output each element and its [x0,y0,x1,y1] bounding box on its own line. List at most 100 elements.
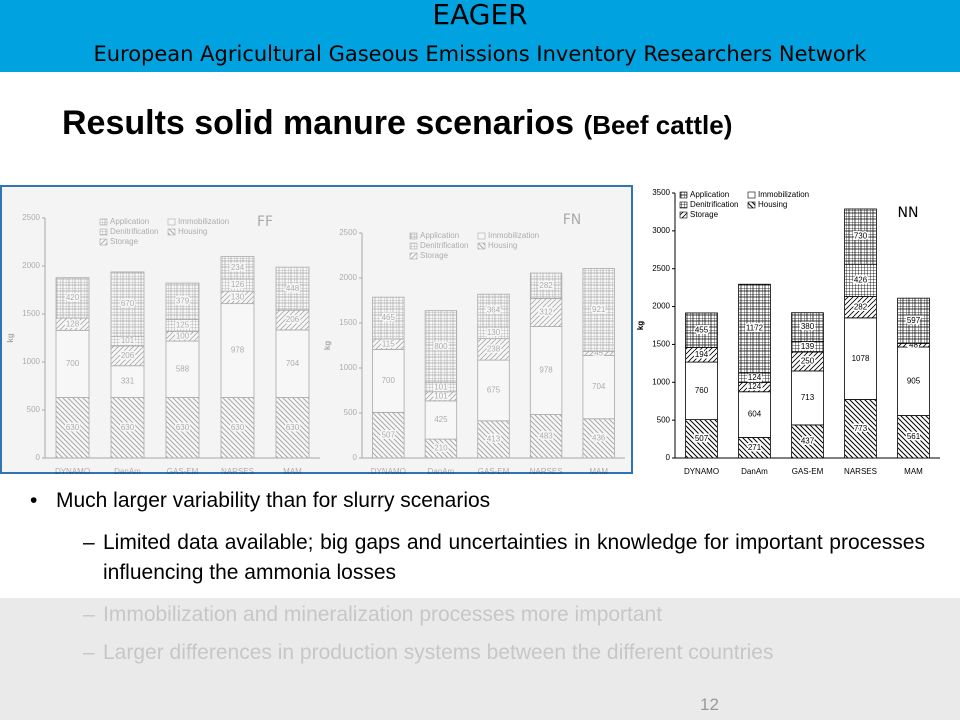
data-label: 483 [539,431,553,440]
bar-segment [582,354,615,420]
data-label: 588 [176,364,190,373]
legend-label: Housing [488,241,517,250]
bar-segment [738,391,771,438]
legend-label: Storage [420,251,449,260]
data-label: 282 [539,281,553,290]
bar-segment [791,312,824,342]
header-subtitle: European Agricultural Gaseous Emissions … [93,42,867,66]
data-label: 124 [748,373,762,382]
bar-segment [529,326,563,415]
data-label: 630 [231,423,245,432]
sub-bullet: Immobilization and mineralization proces… [30,600,925,630]
data-label: 426 [854,275,868,284]
data-label: 364 [487,306,501,315]
bar-segment [738,283,771,374]
x-tick-label: GAS-EM [478,467,510,476]
chart: 0 500 1000 1500 2000 2500 kg FF DYNAMO 630 700 128 4… [6,213,320,476]
data-label: 124 [748,382,762,391]
x-tick-label: DanAm [114,467,141,476]
data-label: 760 [695,386,709,395]
chart-title: FF [257,214,273,230]
data-label: 139 [801,342,815,351]
data-label: 128 [66,319,80,328]
x-tick-label: NARSES [221,467,254,476]
legend-swatch [99,228,108,236]
page-number: 12 [700,695,719,714]
y-tick-label: 2500 [652,264,670,273]
y-tick-label: 2000 [22,261,40,270]
legend-swatch [167,228,176,236]
data-label: 100 [176,331,190,340]
bar-segment [897,415,930,459]
data-label: 1172 [746,324,764,333]
y-tick-label: 0 [36,453,41,462]
bar-segment [110,271,145,337]
data-label: 206 [286,315,300,324]
bar-segment [582,268,615,352]
y-axis-label: kg [323,341,332,350]
x-tick-label: DYNAMO [371,467,406,476]
data-label: 126 [231,280,245,289]
title-text: Results solid manure scenarios [62,104,575,142]
data-label: 1078 [852,354,870,363]
y-tick-label: 2500 [339,228,357,237]
data-label: 101 [434,391,448,400]
data-label: 507 [695,434,709,443]
legend-swatch [99,218,108,226]
bar-segment [165,340,200,398]
data-label: 465 [382,313,396,322]
legend-label: Immobilization [178,217,229,226]
x-tick-label: MAM [589,467,608,476]
data-label: 238 [487,344,501,353]
data-label: 437 [801,437,815,446]
bar-segment [220,303,255,398]
data-label: 630 [66,423,80,432]
y-tick-label: 3000 [652,226,670,235]
data-label: 115 [382,339,395,348]
legend-label: Immobilization [758,190,809,199]
data-label: 425 [434,415,448,424]
data-label: 561 [907,432,921,441]
bar-segment [110,365,145,398]
header: EAGER European Agricultural Gaseous Emis… [0,0,960,72]
legend-label: Denitrification [110,227,158,236]
data-label: 978 [231,346,245,355]
data-label: 448 [286,284,300,293]
y-tick-label: 0 [353,453,358,462]
data-label: 101 [434,382,448,391]
x-tick-label: GAS-EM [792,467,824,476]
y-tick-label: 1500 [339,318,357,327]
data-label: 413 [487,435,501,444]
data-label: 507 [382,430,396,439]
data-label: 130 [231,293,245,302]
legend-label: Application [420,231,459,240]
data-label: 125 [176,321,190,330]
x-tick-label: DYNAMO [55,467,90,476]
data-label: 700 [66,359,80,368]
chart-title: FN [563,212,582,228]
data-label: 630 [176,423,190,432]
data-label: 597 [907,316,921,325]
bar-segment [110,397,145,459]
bar-segment [55,277,90,319]
legend-swatch [477,242,486,250]
bar-segment [477,420,510,459]
y-tick-label: 2000 [339,273,357,282]
y-tick-label: 1500 [652,340,670,349]
legend-swatch [409,252,418,260]
sub-bullet: Larger differences in production systems… [30,638,925,668]
y-tick-label: 3500 [652,188,670,197]
legend-label: Housing [178,227,207,236]
legend-swatch [477,232,486,240]
data-label: 420 [66,293,80,302]
chart: 0 500 1000 1500 2000 2500 3000 3500 kg NN DYNAMO 50… [636,188,940,476]
y-axis-label: kg [636,321,645,330]
bar-segment [844,263,877,297]
legend-label: Immobilization [488,231,539,240]
data-label: 206 [121,351,135,360]
title-note: (Beef cattle) [583,110,733,140]
bar-segment [897,297,930,344]
legend-swatch [409,242,418,250]
